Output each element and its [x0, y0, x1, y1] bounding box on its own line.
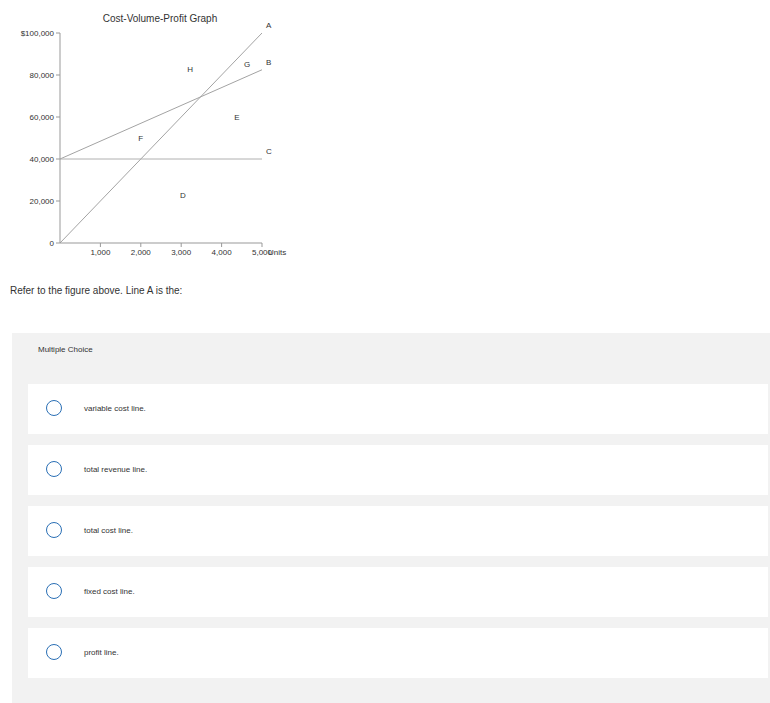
- html-text:Cost-Volume-Profit Graph: Cost-Volume-Profit Graph: [102, 13, 218, 24]
- svg-text:$100,000: $100,000: [21, 29, 55, 38]
- svg-text:4,000: 4,000: [212, 248, 233, 257]
- html-text:Refer to the figure above. Lin: Refer to the figure above. Line A is the…: [10, 285, 183, 296]
- svg-text:A: A: [266, 21, 272, 30]
- svg-text:E: E: [234, 113, 239, 122]
- svg-text:2,000: 2,000: [131, 248, 152, 257]
- html-text:variable cost line.: variable cost line.: [84, 404, 146, 413]
- svg-text:3,000: 3,000: [171, 248, 192, 257]
- svg-text:H: H: [187, 65, 193, 74]
- svg-text:80,000: 80,000: [30, 71, 55, 80]
- svg-text:0: 0: [50, 239, 55, 248]
- svg-text:Units: Units: [268, 248, 286, 257]
- svg-text:60,000: 60,000: [30, 113, 55, 122]
- svg-text:B: B: [266, 58, 271, 67]
- html-text:profit line.: profit line.: [84, 648, 119, 657]
- svg-text:5,000: 5,000: [252, 247, 272, 257]
- html-text:total cost line.: total cost line.: [84, 526, 133, 535]
- html-text:total revenue line.: total revenue line.: [84, 465, 148, 474]
- svg-text:1,000: 1,000: [90, 248, 111, 257]
- html-text:Multiple Choice: Multiple Choice: [38, 345, 93, 354]
- svg-text:F: F: [138, 134, 143, 143]
- svg-text:C: C: [266, 147, 272, 156]
- svg-text:20,000: 20,000: [30, 197, 55, 206]
- svg-text:G: G: [244, 60, 250, 69]
- svg-text:40,000: 40,000: [30, 155, 55, 164]
- html-text:fixed cost line.: fixed cost line.: [84, 587, 135, 596]
- svg-text:D: D: [180, 191, 186, 200]
